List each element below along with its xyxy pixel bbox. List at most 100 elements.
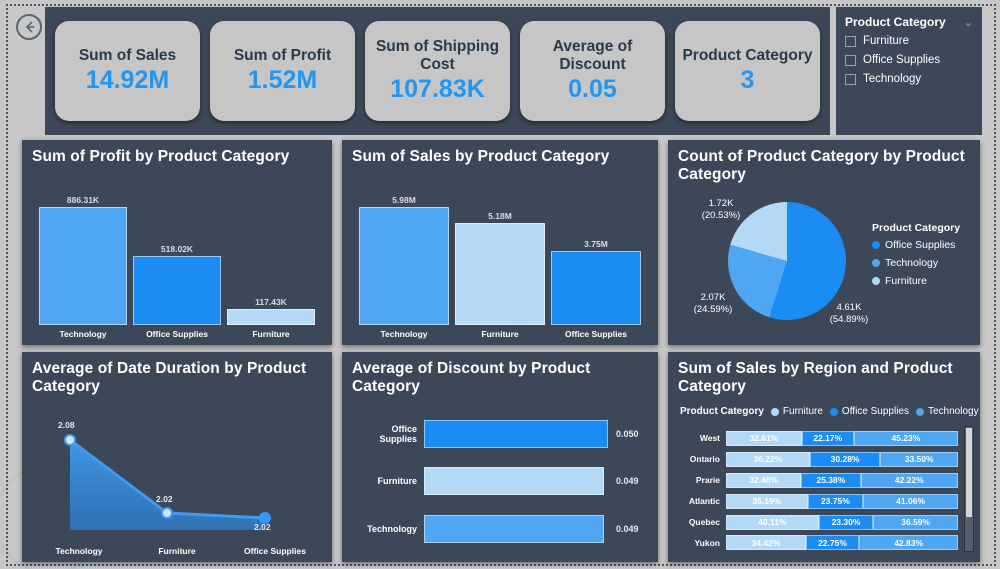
bar-value-label: 5.18M [488, 211, 512, 221]
bar[interactable] [133, 256, 221, 325]
chart-panel-count-by-category[interactable]: Count of Product Category by Product Cat… [668, 140, 980, 345]
chart-title: Sum of Profit by Product Category [32, 148, 290, 165]
stacked-segment[interactable]: 23.75% [807, 493, 864, 509]
legend-item-technology[interactable]: Technology [872, 257, 960, 269]
stacked-segment[interactable]: 33.50% [880, 451, 958, 467]
kpi-value: 0.05 [568, 75, 617, 104]
category-label: Furniture [377, 476, 418, 487]
stacked-segment[interactable]: 41.06% [863, 493, 958, 509]
stacked-bar-row[interactable]: West 32.61% 22.17% 45.23% [678, 428, 958, 449]
chart-panel-date-duration-by-category[interactable]: Average of Date Duration by Product Cate… [22, 352, 332, 562]
checkbox-icon[interactable] [845, 54, 856, 66]
kpi-card-average-of-discount[interactable]: Average of Discount 0.05 [520, 21, 665, 121]
legend-swatch [872, 241, 880, 249]
category-label: Office Supplies [146, 329, 208, 339]
category-label: Furniture [158, 546, 196, 556]
bar-value-label: 117.43K [255, 297, 287, 307]
stacked-segment[interactable]: 45.23% [853, 430, 958, 446]
legend-item-office-supplies[interactable]: Office Supplies [829, 406, 909, 417]
chart-title: Count of Product Category by Product Cat… [678, 148, 965, 183]
checkbox-icon[interactable] [845, 73, 856, 85]
bar[interactable] [359, 207, 449, 325]
legend-label: Furniture [885, 275, 928, 287]
checkbox-icon[interactable] [845, 35, 856, 47]
legend-item-technology[interactable]: Technology [916, 406, 979, 417]
slicer-item-label: Office Supplies [863, 54, 941, 66]
legend-item-office-supplies[interactable]: Office Supplies [872, 239, 960, 251]
stacked-segment[interactable]: 22.17% [801, 430, 854, 446]
stacked-segment[interactable]: 42.22% [860, 472, 958, 488]
legend-item-furniture[interactable]: Furniture [770, 406, 823, 417]
bar[interactable] [424, 514, 605, 543]
bar-column[interactable]: 3.75M Office Supplies [551, 239, 641, 339]
bar[interactable] [551, 251, 641, 325]
stacked-segment[interactable]: 32.40% [726, 472, 802, 488]
stacked-segment[interactable]: 42.83% [859, 535, 959, 551]
stacked-segment[interactable]: 40.11% [726, 514, 819, 530]
slicer-header[interactable]: Product Category ⌄ [845, 15, 973, 29]
bar-column[interactable]: 886.31K Technology [39, 195, 127, 339]
chart-panel-profit-by-category[interactable]: Sum of Profit by Product Category 886.31… [22, 140, 332, 345]
bar-row[interactable]: Technology 0.049 [352, 505, 648, 553]
legend-item-furniture[interactable]: Furniture [872, 275, 960, 287]
bar-row[interactable]: Furniture 0.049 [352, 458, 648, 506]
slicer-item-office-supplies[interactable]: Office Supplies [845, 54, 973, 66]
pie-legend: Product Category Office Supplies Technol… [872, 222, 960, 293]
stacked-bar-row[interactable]: Ontario 36.22% 30.28% 33.50% [678, 449, 958, 470]
stacked-bar-track: 40.11% 23.30% 36.59% [726, 514, 958, 530]
stacked-segment[interactable]: 35.19% [726, 493, 808, 509]
legend-swatch [916, 407, 924, 416]
stacked-bar-row[interactable]: Atlantic 35.19% 23.75% 41.06% [678, 491, 958, 512]
slicer-item-label: Furniture [863, 35, 910, 47]
stacked-segment[interactable]: 22.75% [805, 535, 860, 551]
bar[interactable] [455, 223, 545, 325]
kpi-card-sum-of-sales[interactable]: Sum of Sales 14.92M [55, 21, 200, 121]
stacked-segment[interactable]: 36.22% [726, 451, 810, 467]
point-value-label: 2.08 [58, 420, 75, 430]
chart-panel-discount-by-category[interactable]: Average of Discount by Product Category … [342, 352, 658, 562]
region-label: Atlantic [688, 496, 720, 507]
bar-column[interactable]: 5.98M Technology [359, 195, 449, 339]
slicer-item-furniture[interactable]: Furniture [845, 35, 973, 47]
scrollbar-thumb[interactable] [966, 428, 972, 518]
kpi-card-sum-of-profit[interactable]: Sum of Profit 1.52M [210, 21, 355, 121]
chevron-down-icon[interactable]: ⌄ [963, 16, 973, 29]
stacked-segment[interactable]: 23.30% [818, 514, 874, 530]
category-label: Technology [59, 329, 107, 339]
stacked-bar-plot: West 32.61% 22.17% 45.23% Ontario 36.22% 30.28… [678, 428, 959, 554]
legend-label: Technology [885, 257, 939, 269]
bar[interactable] [227, 309, 315, 325]
pie-slice-label-furniture: 1.72K (20.53%) [701, 198, 741, 221]
bar-column[interactable]: 117.43K Furniture [227, 297, 315, 339]
kpi-label: Sum of Shipping Cost [375, 38, 500, 73]
bar[interactable] [424, 467, 605, 496]
bar-column[interactable]: 518.02K Office Supplies [133, 244, 221, 339]
stacked-segment[interactable]: 30.28% [809, 451, 881, 467]
chart-panel-sales-by-region[interactable]: Sum of Sales by Region and Product Categ… [668, 352, 980, 562]
back-arrow-icon[interactable] [16, 14, 42, 40]
stacked-bar-track: 36.22% 30.28% 33.50% [726, 451, 958, 467]
bar-row[interactable]: Office Supplies 0.050 [352, 410, 648, 458]
chart-scrollbar[interactable] [964, 426, 974, 552]
pie-plot: 1.72K (20.53%) 2.07K (24.59%) 4.61K (54.… [676, 192, 976, 337]
pie-chart[interactable] [728, 202, 846, 320]
slicer-title: Product Category [845, 15, 946, 29]
stacked-segment[interactable]: 25.38% [801, 472, 861, 488]
stacked-segment[interactable]: 36.59% [873, 514, 958, 530]
kpi-card-sum-of-shipping-cost[interactable]: Sum of Shipping Cost 107.83K [365, 21, 510, 121]
bar[interactable] [424, 419, 608, 448]
stacked-bar-row[interactable]: Yukon 34.42% 22.75% 42.83% [678, 533, 959, 554]
stacked-bar-row[interactable]: Prarie 32.40% 25.38% 42.22% [678, 470, 958, 491]
bar[interactable] [39, 207, 127, 325]
chart-panel-sales-by-category[interactable]: Sum of Sales by Product Category 5.98M T… [342, 140, 658, 345]
product-category-slicer[interactable]: Product Category ⌄ Furniture Office Supp… [836, 7, 982, 135]
stacked-segment[interactable]: 34.42% [726, 535, 806, 551]
stacked-segment[interactable]: 32.61% [726, 430, 802, 446]
bar-track [424, 410, 608, 458]
stacked-bar-row[interactable]: Quebec 40.11% 23.30% 36.59% [678, 512, 958, 533]
bar-value-label: 0.049 [616, 476, 639, 487]
kpi-label: Average of Discount [552, 38, 633, 73]
slicer-item-technology[interactable]: Technology [845, 73, 973, 85]
bar-column[interactable]: 5.18M Furniture [455, 211, 545, 339]
kpi-card-product-category[interactable]: Product Category 3 [675, 21, 820, 121]
